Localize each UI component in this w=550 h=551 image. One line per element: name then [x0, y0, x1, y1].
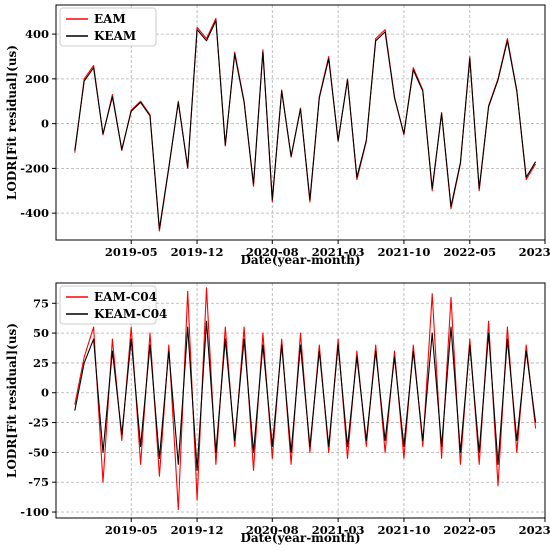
y-tick-label: 200 [25, 72, 49, 86]
y-tick-label: -50 [28, 445, 49, 459]
y-tick-label: -100 [20, 505, 49, 519]
legend-label: KEAM [94, 29, 136, 43]
plot-frame [55, 4, 546, 241]
y-tick-label: -25 [28, 416, 49, 430]
x-axis-label: Date(year-month) [240, 531, 360, 545]
series-line-keam-c04 [74, 320, 537, 471]
y-tick-label: 50 [33, 326, 49, 340]
x-tick-label: 2021-10 [378, 523, 431, 537]
x-tick-label: 2021-03 [312, 523, 365, 537]
legend-label: EAM-C04 [94, 290, 157, 304]
y-tick-label: 75 [33, 296, 49, 310]
plot-frame [55, 282, 546, 519]
x-tick-label: 2021-10 [378, 245, 431, 259]
legend-label: EAM [94, 12, 126, 26]
x-tick-label: 2022-05 [443, 245, 496, 259]
x-tick-label: 2019-12 [171, 523, 224, 537]
legend: EAM KEAM [59, 7, 157, 47]
series-line-keam [74, 20, 537, 230]
x-tick-label: 2021-03 [312, 245, 365, 259]
y-tick-label: -200 [20, 161, 49, 175]
legend-label: KEAM-C04 [94, 307, 167, 321]
x-tick-label: 2022-05 [443, 523, 496, 537]
x-tick-label: 2023-01 [519, 245, 550, 259]
legend: EAM-C04 KEAM-C04 [59, 285, 167, 325]
y-tick-label: 25 [33, 356, 49, 370]
chart-panel-2: 2019-05 2019-12 2020-08 2021-03 2021-10 2022-… [5, 282, 550, 545]
y-tick-label: 0 [41, 386, 49, 400]
y-tick-label: 0 [41, 117, 49, 131]
x-tick-label: 2019-05 [105, 245, 158, 259]
y-tick-label: 400 [25, 27, 49, 41]
x-tick-label: 2019-05 [105, 523, 158, 537]
y-axis-label: LODR[Fit residual](us) [5, 323, 19, 478]
x-tick-label: 2020-08 [246, 245, 299, 259]
series-line-eam [74, 17, 537, 232]
chart-panel-1: 2019-05 2019-12 2020-08 2021-03 2021-10 2022-… [5, 4, 550, 267]
y-axis-label: LODR[Fit residual](us) [5, 45, 19, 200]
x-axis-label: Date(year-month) [240, 253, 360, 267]
y-tick-label: -400 [20, 206, 49, 220]
x-tick-label: 2019-12 [171, 245, 224, 259]
y-tick-label: -75 [28, 475, 49, 489]
x-tick-label: 2020-08 [246, 523, 299, 537]
x-tick-label: 2023-01 [519, 523, 550, 537]
